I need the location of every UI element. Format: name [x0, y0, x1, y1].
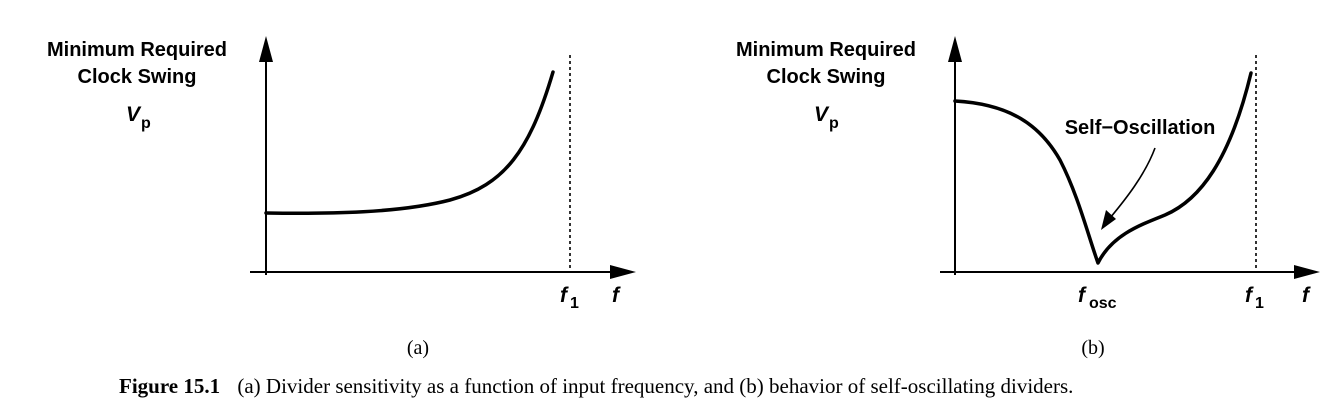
figure-caption-label: Figure 15.1 — [119, 374, 220, 398]
panel-b-annotation: Self−Oscillation — [1065, 117, 1216, 139]
panel-b-ylabel-sub: p — [829, 115, 839, 132]
panel-a: Minimum Required Clock Swing V p f 1 f (… — [47, 36, 636, 359]
panel-a-f1-sub: 1 — [570, 295, 579, 312]
panel-a-y-arrow-icon — [259, 36, 273, 62]
panel-b-annotation-arrow — [1109, 147, 1156, 219]
panel-b-ylabel-var: V — [814, 103, 830, 126]
panel-b: Self−Oscillation Minimum Required Clock … — [736, 36, 1320, 359]
figure-caption-text: (a) Divider sensitivity as a function of… — [237, 374, 1073, 398]
panel-a-caption: (a) — [407, 337, 429, 359]
panel-b-self-oscillation-curve — [953, 71, 1253, 265]
panel-b-f1-label: f — [1245, 284, 1254, 307]
panel-a-ylabel-var: V — [126, 103, 142, 126]
panel-b-fosc-label: f — [1078, 284, 1087, 307]
panel-a-x-label: f — [612, 284, 621, 307]
panel-b-x-label: f — [1302, 284, 1311, 307]
panel-b-f1-sub: 1 — [1255, 295, 1264, 312]
panel-b-ylabel-line1: Minimum Required — [736, 39, 916, 61]
panel-a-x-arrow-icon — [610, 265, 636, 279]
panel-a-sensitivity-curve — [264, 70, 555, 216]
panel-b-fosc-sub: osc — [1089, 295, 1117, 312]
panel-b-annotation-arrowhead-icon — [1101, 210, 1116, 230]
panel-a-ylabel-line2: Clock Swing — [78, 66, 197, 88]
panel-b-y-arrow-icon — [948, 36, 962, 62]
panel-b-x-arrow-icon — [1294, 265, 1320, 279]
panel-a-f1-label: f — [560, 284, 569, 307]
figure-caption: Figure 15.1 (a) Divider sensitivity as a… — [119, 374, 1073, 398]
panel-b-caption: (b) — [1081, 337, 1104, 359]
panel-a-ylabel-sub: p — [141, 115, 151, 132]
panel-a-ylabel-line1: Minimum Required — [47, 39, 227, 61]
panel-b-ylabel-line2: Clock Swing — [767, 66, 886, 88]
